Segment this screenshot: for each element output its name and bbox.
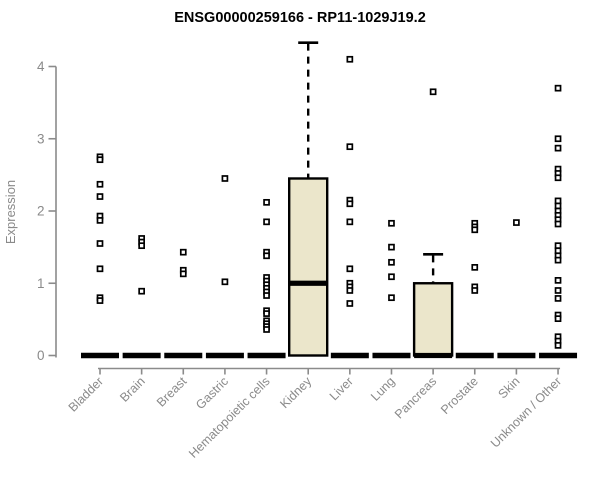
data-point xyxy=(138,287,145,295)
y-tick-label: 4 xyxy=(37,59,45,74)
data-point xyxy=(554,277,562,284)
x-tick-label: Pancreas xyxy=(392,374,439,421)
data-point xyxy=(179,248,187,256)
x-tick-label: Hematopoietic cells xyxy=(186,374,273,461)
data-point xyxy=(263,252,270,260)
zero-box-gastric xyxy=(205,352,244,359)
y-tick-label: 3 xyxy=(37,131,45,146)
median-line xyxy=(414,352,453,359)
zero-box-bladder xyxy=(81,352,119,359)
x-tick-label: Lung xyxy=(368,374,398,404)
zero-box-skin xyxy=(497,352,536,359)
data-point xyxy=(346,218,354,226)
data-point xyxy=(346,200,354,208)
y-tick-label: 1 xyxy=(37,276,45,291)
data-point xyxy=(554,220,562,228)
zero-box-hematopoietic-cells xyxy=(247,352,286,359)
data-point xyxy=(346,143,354,151)
plot-area: 0 1 2 3 4 Bladder Brain Breast GastricHematopoie… xyxy=(37,41,578,461)
x-tick-label: Kidney xyxy=(277,374,314,411)
data-point xyxy=(138,242,145,250)
data-point xyxy=(346,55,354,63)
data-point xyxy=(554,295,562,302)
data-point xyxy=(554,287,562,294)
x-tick-label: Unknown / Other xyxy=(488,374,564,450)
x-tick-label: Gastric xyxy=(193,374,231,412)
data-point xyxy=(554,144,562,152)
x-tick-label: Prostate xyxy=(438,374,481,417)
zero-box-liver xyxy=(330,352,369,359)
zero-box-breast xyxy=(164,352,203,359)
y-tick-label: 0 xyxy=(37,348,45,363)
data-point xyxy=(96,240,104,247)
data-point xyxy=(388,294,395,302)
zero-box-unknown-other xyxy=(539,352,578,359)
data-point xyxy=(554,174,562,182)
data-point xyxy=(96,156,104,164)
zero-box-prostate xyxy=(455,352,494,359)
y-tick-label: 2 xyxy=(37,204,45,219)
box-kidney xyxy=(288,177,329,357)
box-pancreas xyxy=(412,282,454,357)
data-point xyxy=(388,258,395,266)
data-point xyxy=(263,218,270,226)
data-point xyxy=(263,292,270,299)
x-tick-label: Bladder xyxy=(66,374,106,414)
data-point xyxy=(554,256,562,264)
data-point xyxy=(263,310,270,317)
data-point xyxy=(96,217,104,224)
x-tick-label: Breast xyxy=(154,374,190,410)
data-point xyxy=(221,278,229,286)
zero-box-lung xyxy=(372,352,411,359)
data-point xyxy=(513,219,520,226)
data-point xyxy=(96,193,104,200)
data-point xyxy=(471,226,479,234)
data-point xyxy=(263,198,270,206)
data-point xyxy=(96,180,104,188)
data-point xyxy=(96,297,104,304)
zero-box-brain xyxy=(122,352,161,359)
data-point xyxy=(346,300,354,307)
chart-title: ENSG00000259166 - RP11-1029J19.2 xyxy=(174,10,426,26)
data-point xyxy=(263,326,270,333)
data-point xyxy=(554,135,562,143)
data-point xyxy=(429,88,437,96)
data-point xyxy=(554,84,562,92)
x-tick-label: Brain xyxy=(117,374,148,405)
median-line xyxy=(289,280,328,286)
data-point xyxy=(221,175,229,182)
x-tick-label: Liver xyxy=(327,374,356,403)
data-point xyxy=(388,273,395,281)
data-point xyxy=(471,287,479,294)
y-axis-title: Expression xyxy=(3,180,18,244)
x-tick-label: Skin xyxy=(495,374,522,401)
data-point xyxy=(346,287,354,294)
data-point xyxy=(554,315,562,323)
data-point xyxy=(346,265,354,273)
data-point xyxy=(471,264,479,271)
data-point xyxy=(179,270,187,278)
data-point xyxy=(388,219,395,227)
data-point xyxy=(388,243,395,251)
data-point xyxy=(554,342,562,349)
data-point xyxy=(96,265,104,273)
